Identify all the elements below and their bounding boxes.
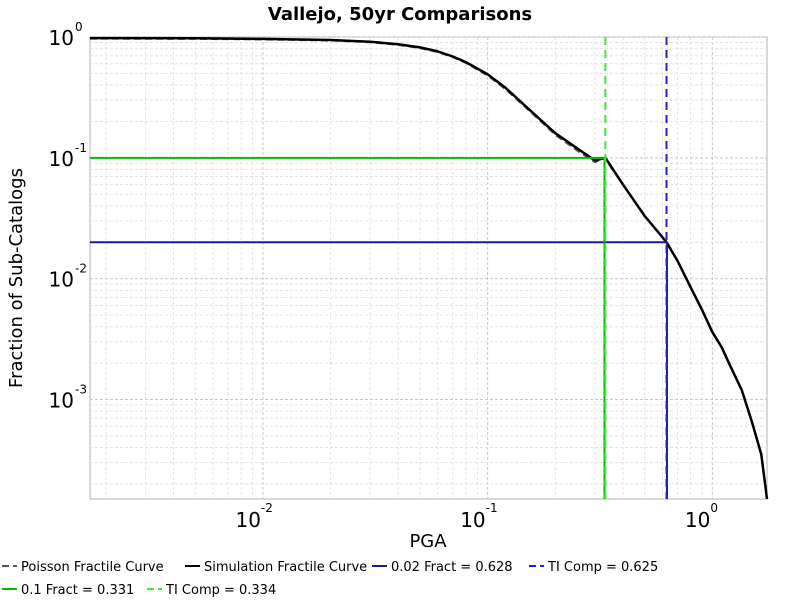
reference-lines xyxy=(90,37,668,499)
chart-title: Vallejo, 50yr Comparisons xyxy=(268,4,532,25)
legend-item: TI Comp = 0.625 xyxy=(529,560,658,575)
legend-label: 0.1 Fract = 0.331 xyxy=(21,583,134,598)
legend-label: Poisson Fractile Curve xyxy=(21,560,164,575)
x-tick-exponent: 0 xyxy=(710,501,718,515)
legend-item: 0.02 Fract = 0.628 xyxy=(372,560,513,575)
legend-item: Simulation Fractile Curve xyxy=(185,560,367,575)
x-tick-base: 10 xyxy=(460,508,485,532)
y-tick-exponent: -1 xyxy=(75,141,87,155)
y-tick-base: 10 xyxy=(49,147,74,171)
y-tick-base: 10 xyxy=(49,388,74,412)
tick-labels: 10 -2 10 -1 10 010 010 -110 -210 -3 xyxy=(49,20,718,532)
x-tick-base: 10 xyxy=(685,508,710,532)
legend-label: Simulation Fractile Curve xyxy=(204,560,367,575)
y-tick-label: 10 0 xyxy=(49,20,83,50)
legend-item: Poisson Fractile Curve xyxy=(2,560,164,575)
x-axis-label: PGA xyxy=(409,531,447,552)
x-tick-label: 10 0 xyxy=(685,501,718,532)
x-tick-label: 10 -1 xyxy=(460,501,497,532)
y-tick-base: 10 xyxy=(49,268,74,292)
legend-label: TI Comp = 0.625 xyxy=(547,560,658,575)
x-tick-label: 10 -2 xyxy=(235,501,272,532)
y-tick-exponent: -2 xyxy=(75,262,87,276)
y-tick-base: 10 xyxy=(49,26,74,50)
x-tick-exponent: -1 xyxy=(486,501,498,515)
x-tick-base: 10 xyxy=(235,508,260,532)
legend-item: TI Comp = 0.334 xyxy=(147,583,276,598)
legend-item: 0.1 Fract = 0.331 xyxy=(2,583,134,598)
legend-label: 0.02 Fract = 0.628 xyxy=(391,560,513,575)
y-tick-label: 10 -3 xyxy=(49,382,87,412)
y-tick-exponent: -3 xyxy=(75,382,87,396)
series-simulation-fractile-curve xyxy=(89,36,769,500)
y-axis-label: Fraction of Sub-Catalogs xyxy=(6,168,27,388)
legend-label: TI Comp = 0.334 xyxy=(165,583,276,598)
y-tick-label: 10 -1 xyxy=(49,141,87,171)
series-layer xyxy=(89,36,769,500)
plot-area xyxy=(89,36,768,500)
y-tick-exponent: 0 xyxy=(75,20,83,34)
y-tick-label: 10 -2 xyxy=(49,262,87,292)
x-tick-exponent: -2 xyxy=(261,501,273,515)
grid xyxy=(90,36,767,499)
legend: Poisson Fractile Curve Simulation Fractil… xyxy=(2,560,658,598)
